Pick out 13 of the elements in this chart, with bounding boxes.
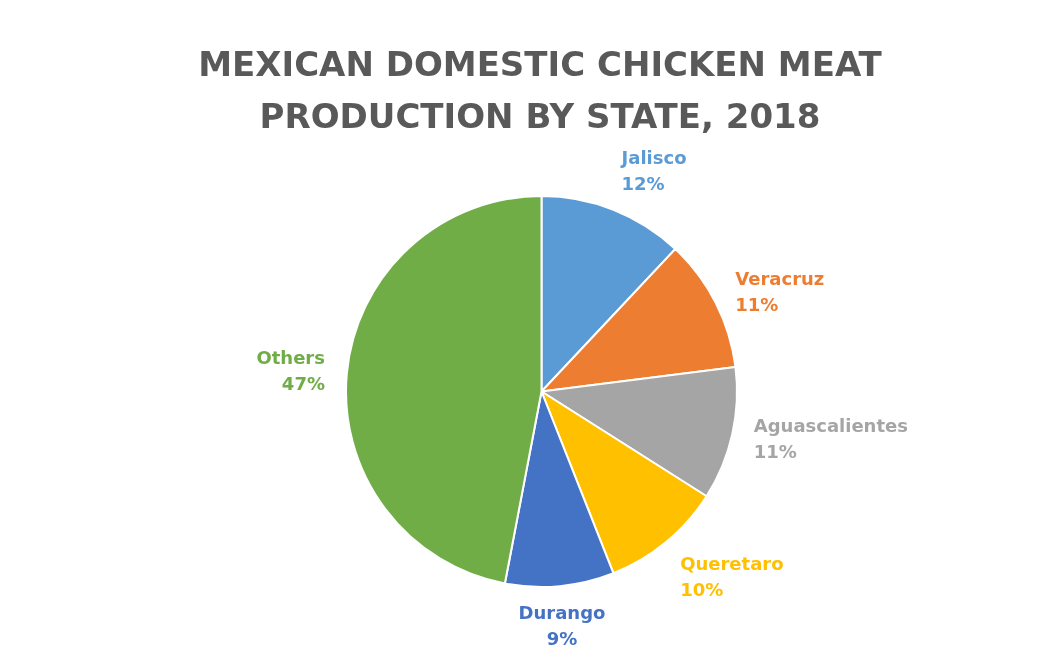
data-label: 11% [753, 440, 797, 462]
data-label: 10% [680, 578, 724, 600]
chart-title: MEXICAN DOMESTIC CHICKEN MEAT PRODUCTION BY STATE, 2018 [197, 43, 883, 138]
data-label: 12% [621, 172, 665, 194]
slice-label: Queretaro [680, 552, 784, 574]
slice-label: Durango [518, 601, 606, 623]
data-label: 47% [281, 372, 325, 394]
slice-label: Jalisco [619, 146, 687, 168]
slice-label: Aguascalientes [753, 414, 908, 436]
slice-label: Veracruz [735, 268, 825, 290]
data-label: 9% [546, 627, 578, 649]
slice-label: Others [256, 346, 325, 368]
data-label: 11% [735, 294, 779, 316]
